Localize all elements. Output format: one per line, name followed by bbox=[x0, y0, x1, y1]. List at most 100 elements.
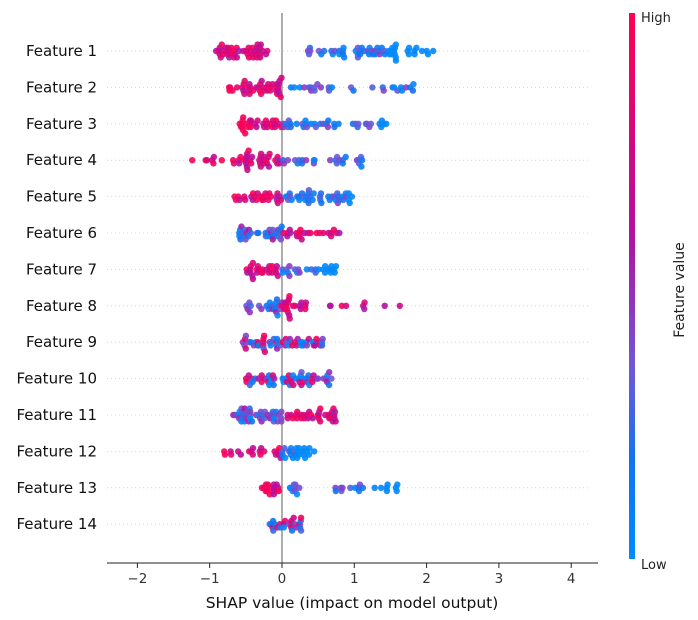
shap-point bbox=[266, 150, 273, 157]
shap-point bbox=[273, 263, 280, 270]
shap-point bbox=[278, 418, 285, 425]
shap-point bbox=[247, 408, 254, 415]
shap-point bbox=[303, 266, 311, 273]
x-tick-label: 2 bbox=[422, 571, 431, 587]
shap-point bbox=[327, 302, 334, 309]
shap-point bbox=[339, 160, 346, 167]
shap-point bbox=[309, 415, 316, 422]
shap-point bbox=[298, 369, 305, 376]
shap-point bbox=[383, 487, 391, 495]
shap-point bbox=[287, 123, 294, 131]
shap-point bbox=[328, 375, 335, 382]
colorbar-gradient bbox=[629, 13, 635, 559]
shap-point bbox=[261, 348, 269, 355]
x-tick-label: −1 bbox=[200, 571, 220, 587]
shap-point bbox=[229, 87, 236, 94]
shap-point bbox=[280, 524, 288, 531]
shap-point bbox=[317, 405, 324, 412]
feature-label: Feature 9 bbox=[26, 333, 97, 351]
shap-point bbox=[233, 84, 241, 91]
shap-point bbox=[413, 44, 420, 51]
feature-labels: Feature 1 Feature 2 Feature 3 Feature 4 Feat… bbox=[16, 42, 97, 533]
shap-point bbox=[341, 54, 348, 61]
shap-point bbox=[303, 342, 311, 349]
x-tick-label: 1 bbox=[350, 571, 359, 587]
shap-point bbox=[267, 193, 275, 200]
shap-point bbox=[342, 302, 350, 309]
feature-label: Feature 2 bbox=[26, 78, 97, 96]
shap-point bbox=[359, 484, 367, 491]
shap-point bbox=[392, 41, 399, 48]
feature-label: Feature 14 bbox=[16, 515, 97, 533]
shap-point bbox=[393, 487, 400, 495]
shap-point bbox=[230, 160, 238, 167]
feature-label: Feature 5 bbox=[26, 188, 97, 206]
shap-point bbox=[298, 236, 305, 243]
shap-point bbox=[254, 117, 261, 124]
shap-point bbox=[260, 332, 268, 339]
shap-point bbox=[302, 299, 310, 306]
shap-point bbox=[381, 302, 388, 309]
feature-label: Feature 6 bbox=[26, 224, 97, 242]
feature-label: Feature 8 bbox=[26, 297, 97, 315]
shap-point bbox=[293, 491, 301, 498]
beeswarm-points bbox=[189, 41, 437, 534]
shap-point bbox=[277, 93, 284, 101]
shap-point bbox=[286, 263, 293, 270]
shap-point bbox=[218, 157, 225, 164]
shap-point bbox=[248, 153, 256, 161]
shap-point bbox=[350, 87, 357, 94]
shap-point bbox=[332, 487, 339, 495]
shap-point bbox=[325, 117, 332, 124]
shap-point bbox=[242, 345, 249, 352]
feature-label: Feature 4 bbox=[26, 151, 97, 169]
shap-point bbox=[264, 47, 271, 55]
shap-point bbox=[305, 451, 313, 458]
shap-point bbox=[307, 229, 314, 237]
shap-point bbox=[348, 193, 356, 200]
feature-label: Feature 10 bbox=[16, 370, 97, 388]
shap-point bbox=[255, 342, 263, 349]
shap-point bbox=[320, 47, 328, 55]
shap-point bbox=[367, 120, 375, 128]
shap-point bbox=[295, 445, 303, 452]
shap-point bbox=[249, 445, 257, 452]
shap-point bbox=[317, 418, 324, 425]
shap-point bbox=[233, 54, 241, 61]
shap-point bbox=[318, 199, 325, 207]
shap-point bbox=[310, 190, 317, 197]
shap-point bbox=[311, 448, 318, 455]
shap-point bbox=[244, 166, 251, 173]
shap-point bbox=[241, 77, 248, 85]
shap-point bbox=[317, 190, 325, 197]
shap-point bbox=[377, 484, 385, 491]
shap-point bbox=[320, 229, 327, 237]
shap-point bbox=[242, 332, 250, 339]
shap-point bbox=[203, 157, 211, 164]
feature-label: Feature 12 bbox=[16, 442, 97, 460]
grid-lines bbox=[107, 50, 590, 525]
shap-point bbox=[210, 160, 217, 167]
shap-point bbox=[265, 163, 273, 170]
shap-point bbox=[340, 44, 347, 51]
shap-point bbox=[319, 335, 326, 343]
shap-point bbox=[273, 296, 281, 303]
shap-point bbox=[376, 51, 383, 58]
shap-point bbox=[269, 236, 276, 243]
x-tick-label: −2 bbox=[127, 571, 147, 587]
shap-point bbox=[275, 487, 282, 495]
colorbar-low-label: Low bbox=[641, 558, 667, 573]
shap-point bbox=[306, 445, 313, 452]
shap-point bbox=[245, 147, 252, 154]
shap-point bbox=[255, 229, 262, 237]
shap-point bbox=[278, 408, 285, 415]
shap-point bbox=[274, 312, 281, 319]
shap-point bbox=[274, 272, 281, 279]
shap-point bbox=[278, 223, 285, 230]
shap-point bbox=[361, 305, 368, 313]
colorbar: High Low Feature value bbox=[629, 11, 688, 573]
shap-point bbox=[430, 47, 437, 55]
shap-point bbox=[355, 120, 362, 128]
shap-point bbox=[295, 451, 302, 458]
